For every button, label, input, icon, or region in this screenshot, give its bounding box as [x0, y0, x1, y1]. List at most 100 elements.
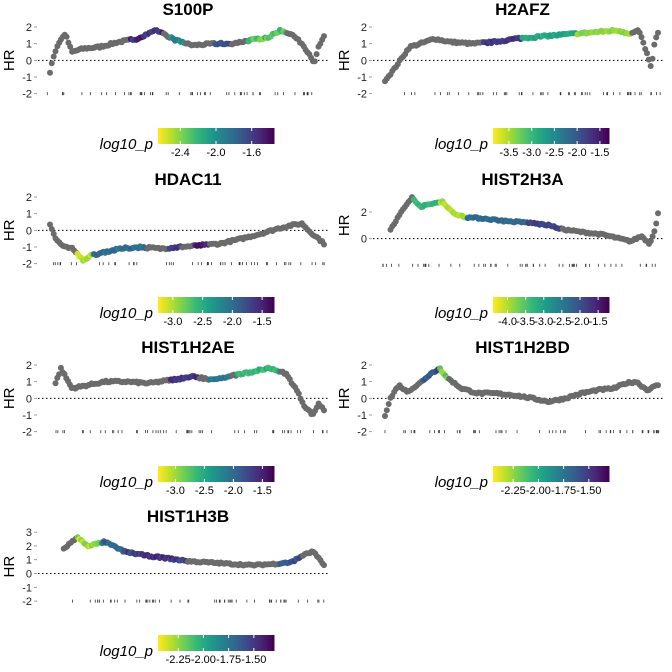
colorbar-swatch [564, 466, 567, 482]
colorbar-title: log10_p [435, 136, 488, 153]
colorbar-swatch [216, 635, 219, 651]
colorbar-swatch [260, 635, 263, 651]
hr-point [653, 220, 660, 227]
colorbar-swatch [520, 297, 523, 313]
colorbar-swatch [221, 128, 225, 144]
colorbar-title: log10_p [100, 136, 153, 153]
colorbar-swatch [504, 466, 508, 482]
colorbar-swatch [603, 297, 606, 313]
rug-marks [53, 262, 325, 266]
colorbar-swatch [583, 466, 587, 482]
colorbar-swatch [558, 466, 562, 482]
colorbar-swatch [552, 128, 556, 144]
colorbar-swatch [208, 297, 211, 313]
colorbar-swatch [605, 466, 608, 482]
colorbar-swatch [229, 466, 232, 482]
colorbar-swatch [177, 466, 180, 482]
colorbar-swatch [547, 466, 550, 482]
colorbar-swatch [241, 128, 244, 144]
colorbar-swatch [187, 635, 190, 651]
colorbar-swatch [585, 297, 589, 313]
hr-points [47, 26, 327, 76]
colorbar-swatch [272, 635, 275, 651]
y-tick-label: -1 [22, 242, 32, 254]
colorbar-swatch [549, 297, 552, 313]
colorbar-swatch [233, 466, 236, 482]
colorbar-swatch [187, 297, 190, 313]
colorbar-swatch [570, 297, 573, 313]
colorbar-swatch [169, 297, 173, 313]
colorbar-swatch [514, 297, 517, 313]
colorbar-swatch [179, 466, 182, 482]
colorbar-tick-label: -2.5 [193, 316, 212, 328]
colorbar-swatch [543, 466, 546, 482]
colorbar-swatch [522, 297, 525, 313]
colorbar-swatch [262, 297, 265, 313]
colorbar-swatch [525, 466, 529, 482]
colorbar-swatch [188, 466, 192, 482]
colorbar-swatch [506, 466, 509, 482]
colorbar-swatch [212, 635, 215, 651]
colorbar-swatch [185, 466, 188, 482]
colorbar-swatch [208, 635, 211, 651]
y-tick-label: -2 [22, 259, 32, 271]
colorbar-swatch [527, 297, 531, 313]
colorbar-swatch [239, 128, 242, 144]
y-tick-label: -2 [22, 427, 32, 439]
colorbar-swatch [214, 466, 217, 482]
colorbar-swatch [208, 466, 211, 482]
colorbar-swatch [576, 297, 579, 313]
colorbar-swatch [210, 466, 213, 482]
colorbar-swatch [595, 128, 598, 144]
colorbar-swatch [217, 466, 221, 482]
rug-marks [55, 430, 328, 434]
hr-point [651, 41, 658, 48]
colorbar-swatch [562, 128, 566, 144]
colorbar-swatch [272, 297, 275, 313]
colorbar-swatch [173, 297, 176, 313]
colorbar-swatch [202, 128, 205, 144]
colorbar-swatch [572, 128, 575, 144]
colorbar-swatch [583, 128, 587, 144]
hr-points [387, 194, 661, 247]
colorbar-swatch [554, 297, 558, 313]
colorbar-title: log10_p [100, 643, 153, 660]
colorbar-swatch [227, 635, 231, 651]
colorbar-swatch [252, 466, 256, 482]
colorbar-swatch [177, 128, 180, 144]
colorbar-swatch [188, 635, 192, 651]
colorbar-swatch [250, 635, 254, 651]
colorbar-swatch [496, 128, 500, 144]
hr-point [48, 60, 55, 67]
colorbar-swatch [235, 128, 238, 144]
colorbar-swatch [578, 466, 581, 482]
colorbar-swatch [214, 635, 217, 651]
colorbar-swatch [529, 297, 533, 313]
colorbar-tick-label: -3.0 [522, 147, 541, 159]
colorbar-swatch [514, 128, 517, 144]
colorbar-tick-label: -3.0 [534, 316, 553, 328]
panel-hist1h2ae: HIST1H2AE HR -2 -1 0 1 2 log10_p -3.0 -2.5 -2.0 -1.… [1, 338, 330, 497]
colorbar-swatch [543, 128, 546, 144]
colorbar-swatch [198, 635, 202, 651]
colorbar-swatch [574, 297, 577, 313]
colorbar-swatch [564, 128, 567, 144]
colorbar-swatch [266, 635, 269, 651]
colorbar-swatch [169, 128, 173, 144]
y-tick-label: -1 [22, 410, 32, 422]
y-axis-label: HR [1, 556, 18, 578]
colorbar-swatch [179, 128, 182, 144]
colorbar: log10_p -3.0 -2.5 -2.0 -1.5 [100, 466, 275, 497]
colorbar-swatch [576, 466, 579, 482]
colorbar-swatch [494, 297, 498, 313]
colorbar-swatch [235, 635, 238, 651]
colorbar-swatch [212, 466, 215, 482]
colorbar-swatch [171, 297, 174, 313]
colorbar-swatch [190, 635, 194, 651]
colorbar: log10_p -3.0 -2.5 -2.0 -1.5 [100, 297, 275, 328]
colorbar-swatch [570, 466, 573, 482]
colorbar-swatch [587, 128, 591, 144]
colorbar-swatch [248, 297, 252, 313]
colorbar-swatch [264, 297, 267, 313]
colorbar-swatch [525, 297, 529, 313]
